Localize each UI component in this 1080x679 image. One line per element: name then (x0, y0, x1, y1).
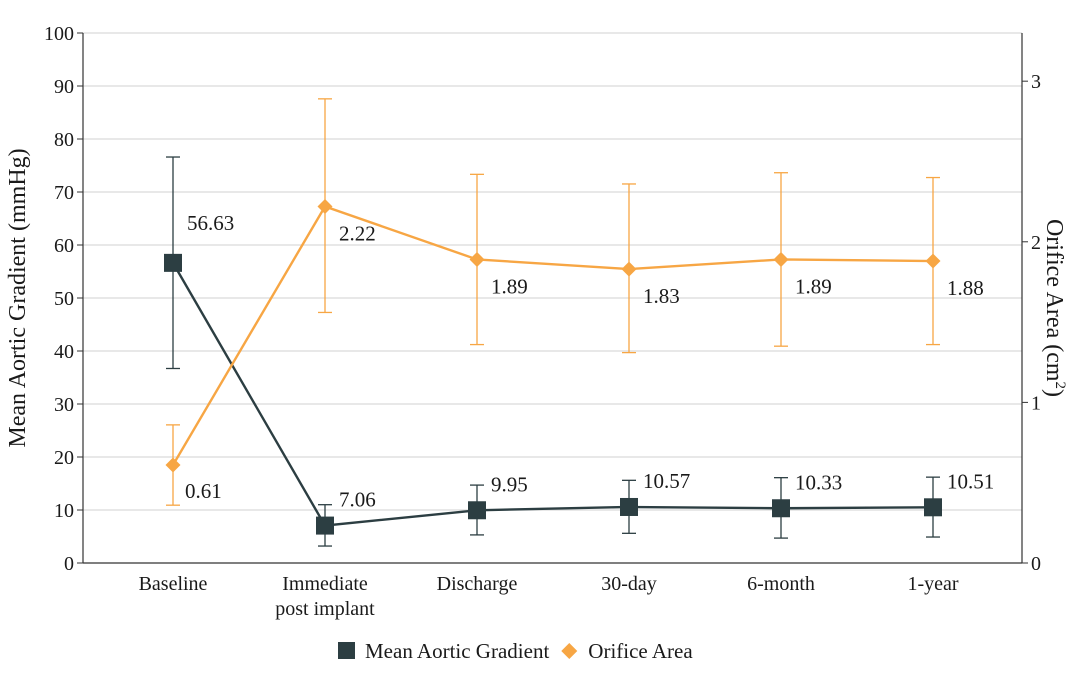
data-label: 10.57 (643, 469, 690, 493)
gradient-marker (620, 497, 638, 516)
data-label: 7.06 (339, 488, 376, 512)
data-label: 1.88 (947, 276, 984, 300)
x-tick-label: Immediate post implant (275, 573, 375, 620)
right-tick-label: 2 (1031, 232, 1041, 254)
left-tick-label: 80 (54, 129, 74, 151)
legend-label: Orifice Area (588, 639, 693, 663)
legend-swatch-gradient (338, 642, 355, 659)
left-tick-label: 40 (54, 341, 74, 363)
series-line (171, 204, 934, 466)
gridlines (83, 32, 1022, 511)
series-markers (164, 198, 942, 535)
left-tick-label: 60 (54, 235, 74, 257)
series-line (171, 262, 934, 527)
orifice-marker (469, 251, 485, 267)
data-label: 1.89 (795, 274, 832, 298)
x-tick-label: 1-year (907, 573, 958, 595)
data-label: 56.63 (187, 211, 234, 235)
x-tick-label-line: Discharge (437, 573, 518, 595)
right-tick-label: 3 (1031, 71, 1041, 93)
right-axis-title-sup: 2 (1052, 382, 1068, 390)
data-label: 2.22 (339, 221, 376, 245)
right-axis-title-close: ) (1041, 389, 1067, 397)
right-axis-title-main: Orifice Area (cm (1041, 219, 1067, 382)
data-label: 0.61 (185, 479, 222, 503)
legend: Mean Aortic Gradient Orifice Area (338, 639, 693, 663)
x-tick-label-line: 6-month (747, 573, 815, 595)
data-labels: 56.63 7.06 9.95 10.57 10.33 10.51 0.61 2.22 1.89… (185, 211, 994, 512)
orifice-marker (925, 253, 941, 269)
x-tick-label-line: 30-day (601, 573, 657, 595)
left-tick-label: 20 (54, 447, 74, 469)
data-label: 10.33 (795, 470, 842, 494)
data-label: 1.89 (491, 274, 528, 298)
x-tick-label: 6-month (747, 573, 815, 595)
left-tick-label: 100 (44, 23, 74, 45)
data-label: 1.83 (643, 284, 680, 308)
x-tick-label-line: Baseline (139, 573, 208, 595)
x-tick-label: Discharge (437, 573, 518, 595)
x-tick-label-line: Immediate (282, 573, 368, 595)
orifice-marker (317, 198, 333, 214)
right-tick-label: 1 (1031, 392, 1041, 414)
gradient-marker (924, 498, 942, 517)
legend-swatch-orifice (561, 643, 578, 659)
left-axis-title: Mean Aortic Gradient (mmHg) (5, 148, 31, 447)
left-tick-label: 50 (54, 288, 74, 310)
left-tick-label: 0 (64, 553, 74, 575)
axes: 0 10 20 30 40 50 60 70 80 90 100 0 1 2 3 Baseline Immedi… (5, 23, 1068, 620)
legend-label: Mean Aortic Gradient (365, 639, 549, 663)
orifice-marker (621, 261, 637, 277)
orifice-marker (165, 457, 181, 473)
gradient-marker (316, 516, 334, 535)
gradient-marker (468, 501, 486, 520)
data-label: 10.51 (947, 469, 994, 493)
left-tick-label: 70 (54, 182, 74, 204)
left-tick-label: 90 (54, 76, 74, 98)
gradient-marker (164, 253, 182, 272)
right-axis-title: Orifice Area (cm2) (1041, 219, 1068, 397)
gradient-marker (772, 499, 790, 518)
right-tick-label: 0 (1031, 553, 1041, 575)
left-tick-label: 10 (54, 500, 74, 522)
x-tick-label-line: 1-year (907, 573, 958, 595)
x-tick-label: Baseline (139, 573, 208, 595)
data-label: 9.95 (491, 472, 528, 496)
left-tick-label: 30 (54, 394, 74, 416)
x-tick-label: 30-day (601, 573, 657, 595)
orifice-marker (773, 251, 789, 267)
series-lines (171, 204, 934, 527)
x-tick-label-line: post implant (275, 598, 375, 620)
